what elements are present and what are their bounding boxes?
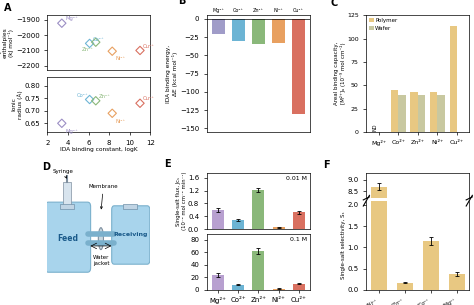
Bar [438, 95, 445, 132]
Text: Mg²⁺: Mg²⁺ [66, 129, 79, 134]
Text: E: E [164, 159, 170, 169]
Bar [423, 241, 438, 290]
Text: Zn²⁺: Zn²⁺ [99, 94, 110, 99]
Text: Zn²⁺: Zn²⁺ [253, 8, 264, 13]
Bar [450, 27, 457, 132]
Bar [273, 228, 285, 229]
Text: Cu²⁺: Cu²⁺ [143, 96, 155, 102]
Bar [252, 251, 264, 290]
Bar [252, 190, 264, 229]
Text: Syringe: Syringe [53, 169, 73, 178]
Point [109, 111, 116, 116]
Text: Ni²⁺: Ni²⁺ [115, 119, 125, 124]
Bar [273, 289, 285, 290]
Text: Cu²⁺: Cu²⁺ [143, 44, 155, 49]
FancyBboxPatch shape [112, 206, 150, 264]
Text: B: B [178, 0, 185, 5]
Text: Co²⁺: Co²⁺ [92, 37, 104, 42]
X-axis label: IDA binding constant, logΚ: IDA binding constant, logΚ [60, 147, 137, 152]
Point [92, 40, 100, 45]
Bar [252, 19, 265, 45]
Y-axis label: IDA binding energy,
ΔE (kcal mol⁻¹): IDA binding energy, ΔE (kcal mol⁻¹) [166, 45, 179, 103]
Bar [211, 275, 224, 290]
Point [58, 21, 65, 26]
Text: Mg²⁺: Mg²⁺ [66, 16, 79, 21]
Text: 0.1 M: 0.1 M [290, 237, 307, 242]
Text: Cu²⁺: Cu²⁺ [293, 8, 304, 13]
Text: D: D [42, 162, 50, 172]
Point [58, 121, 65, 126]
Bar [292, 19, 305, 114]
Bar [293, 212, 305, 229]
Bar [410, 92, 418, 132]
Bar [398, 95, 406, 132]
FancyBboxPatch shape [46, 202, 91, 272]
Bar [122, 204, 137, 210]
Bar [232, 220, 244, 229]
Y-axis label: Single-salt flux, Jᴄₛ
(10⁻⁹ mol cm⁻² min⁻¹): Single-salt flux, Jᴄₛ (10⁻⁹ mol cm⁻² min… [176, 172, 187, 230]
Ellipse shape [98, 228, 103, 249]
Bar [430, 92, 438, 132]
Bar [211, 210, 224, 229]
Legend: Polymer, Wafer: Polymer, Wafer [369, 18, 398, 31]
Y-axis label: Hydration
enthalpies
(kJ mol⁻¹): Hydration enthalpies (kJ mol⁻¹) [0, 27, 15, 58]
Bar [449, 274, 465, 290]
Bar [211, 19, 225, 34]
Bar [391, 90, 398, 132]
Text: 0.01 M: 0.01 M [286, 176, 307, 181]
Y-axis label: Single-salt selectivity, Sₛ: Single-salt selectivity, Sₛ [341, 211, 346, 279]
Text: Ni²⁺: Ni²⁺ [115, 56, 125, 61]
Text: Feed: Feed [57, 234, 79, 243]
Bar [293, 284, 305, 290]
Text: Co²⁺: Co²⁺ [233, 8, 244, 13]
Text: Receiving: Receiving [114, 232, 148, 238]
Text: Ni²⁺: Ni²⁺ [273, 8, 283, 13]
Point [109, 49, 116, 54]
Text: Membrane: Membrane [89, 184, 118, 209]
Bar [397, 282, 413, 290]
Point [86, 97, 93, 102]
Bar [418, 95, 425, 132]
Point [136, 48, 144, 53]
Text: A: A [4, 3, 12, 13]
Text: Co²⁺: Co²⁺ [77, 93, 89, 98]
Bar [63, 182, 71, 205]
Text: Water
jacket: Water jacket [92, 255, 109, 266]
Text: ND: ND [372, 123, 377, 131]
Bar [232, 285, 244, 290]
Y-axis label: Areal binding capacity,
[M²⁺]ₐ (10⁻⁹ mol cm⁻²): Areal binding capacity, [M²⁺]ₐ (10⁻⁹ mol… [334, 42, 346, 105]
Bar [371, 0, 387, 290]
Bar [371, 187, 387, 305]
Y-axis label: Ionic
radius (Å): Ionic radius (Å) [11, 90, 23, 119]
Point [86, 41, 93, 46]
Bar [60, 204, 74, 210]
Bar [272, 19, 285, 43]
Text: Zn²⁺: Zn²⁺ [82, 47, 94, 52]
Text: F: F [323, 160, 330, 170]
Text: C: C [330, 0, 337, 8]
Point [92, 98, 100, 103]
Bar [232, 19, 245, 41]
Text: Mg²⁺: Mg²⁺ [212, 8, 224, 13]
Point [136, 101, 144, 106]
